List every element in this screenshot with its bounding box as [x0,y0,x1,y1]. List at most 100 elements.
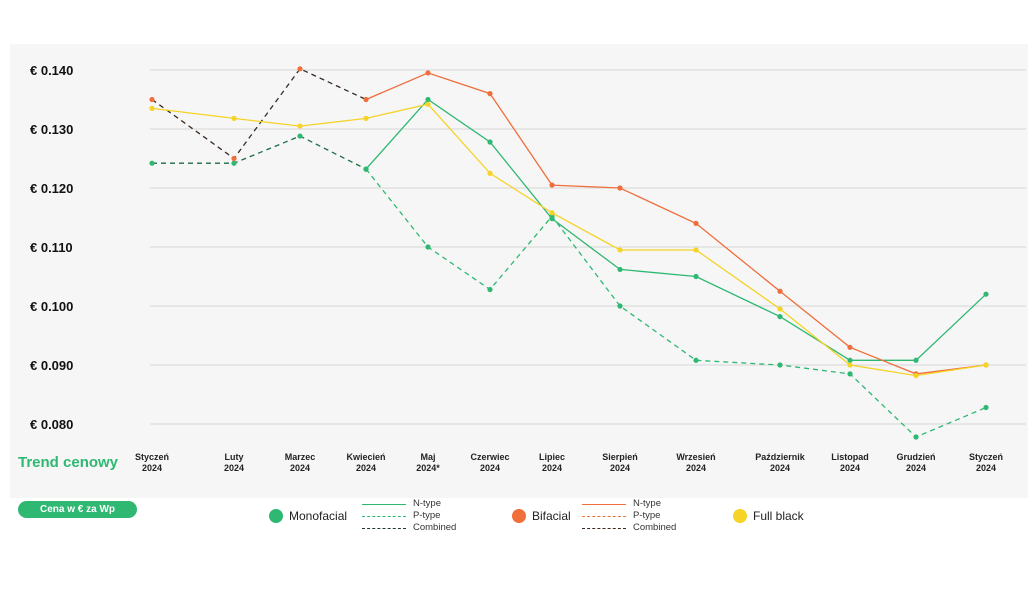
data-point [297,123,303,129]
x-tick-label: Listopad [831,452,869,462]
series-layer [149,66,989,440]
data-point [425,101,431,107]
data-point [231,115,237,121]
legend-monofacial-dot [269,509,283,523]
data-point [693,273,699,280]
x-tick-label: Lipiec [539,452,565,462]
data-point [617,266,623,273]
legend-mono-combined-label: Combined [413,522,457,533]
data-point [425,244,431,250]
legend-mono-ptype-line [362,516,406,517]
data-point [693,220,699,226]
legend-bi-combined-label: Combined [633,522,677,533]
legend-bi-ptype-label: P-type [633,510,661,521]
data-point [983,404,989,411]
data-point [231,160,237,166]
legend-bi-combined-line [582,528,626,529]
x-tick-label: Czerwiec [470,452,509,462]
legend-fullblack-dot [733,509,747,523]
legend-mono-combined-line [362,528,406,529]
x-tick-label: Styczeń [969,452,1003,462]
data-point [847,362,853,368]
data-point [363,166,369,172]
data-point [847,371,853,377]
x-tick-label-year: 2024 [686,463,706,473]
x-tick-label: Grudzień [896,452,935,462]
y-tick-label: € 0.120 [30,181,73,196]
y-axis-ticks: € 0.140 € 0.130 € 0.120 € 0.110 € 0.100 € 0.0… [30,63,73,432]
legend-bifacial-label: Bifacial [532,509,571,523]
x-tick-label-year: 2024 [290,463,310,473]
legend-monofacial-label: Monofacial [289,509,348,523]
series-line-bifacial-combined [151,67,367,160]
legend-bifacial-dot [512,509,526,523]
data-point [913,434,919,440]
x-tick-label: Październik [755,452,806,462]
y-tick-label: € 0.090 [30,358,73,373]
data-point [149,105,155,111]
y-tick-label: € 0.110 [30,240,73,255]
data-point [487,91,493,97]
data-point [487,139,493,145]
data-point [231,155,237,162]
y-tick-label: € 0.080 [30,417,73,432]
data-point [425,70,431,76]
x-tick-label-year: 2024 [480,463,500,473]
legend-bi-ntype-line [582,504,626,505]
x-tick-label: Luty [225,452,244,462]
x-tick-label: Kwiecień [346,452,385,462]
grid-layer [150,69,1026,425]
data-point [425,96,431,103]
data-point [777,362,783,368]
x-axis-ticks: Styczeń2024Luty2024Marzec2024Kwiecień202… [135,452,1003,473]
data-point [617,303,623,309]
data-point [913,373,919,379]
data-point [847,357,853,363]
legend-bi-ptype-line [582,516,626,517]
chart-title: Trend cenowy [18,454,119,471]
data-point [487,286,493,293]
x-tick-label-year: 2024 [610,463,630,473]
data-point [549,210,555,216]
x-tick-label: Styczeń [135,452,169,462]
data-point [913,357,919,363]
y-tick-label: € 0.140 [30,63,73,78]
data-point [297,66,303,72]
data-point [297,133,303,139]
series-line-bifacial-n-type [365,72,987,375]
legend-bi-ntype-label: N-type [633,498,661,509]
y-tick-label: € 0.100 [30,299,73,314]
legend-mono-ntype-label: N-type [413,498,441,509]
data-point [363,96,369,103]
data-point [693,247,699,253]
data-point [149,160,155,166]
data-point [777,288,783,294]
x-tick-label-year: 2024 [356,463,376,473]
data-point [549,182,555,188]
x-tick-label: Maj [420,452,435,462]
chart-panel [10,44,1028,498]
data-point [617,185,623,191]
data-point [363,115,369,121]
data-point [777,314,783,320]
data-point [149,96,155,103]
data-point [983,362,989,368]
data-point [847,344,853,350]
series-line-monofacial-p-type [365,168,987,438]
unit-badge: Cena w € za Wp [18,501,137,518]
data-point [983,291,989,297]
series-line-monofacial-combined [152,135,367,170]
data-point [693,357,699,363]
data-point [777,306,783,312]
x-tick-label: Sierpień [602,452,638,462]
x-tick-label-year: 2024 [770,463,790,473]
y-tick-label: € 0.130 [30,122,73,137]
x-tick-label: Marzec [285,452,316,462]
x-tick-label-year: 2024 [142,463,162,473]
legend-fullblack-label: Full black [753,509,804,523]
data-point [617,247,623,253]
x-tick-label-year: 2024 [542,463,562,473]
x-tick-label-year: 2024 [840,463,860,473]
x-tick-label: Wrzesień [676,452,715,462]
